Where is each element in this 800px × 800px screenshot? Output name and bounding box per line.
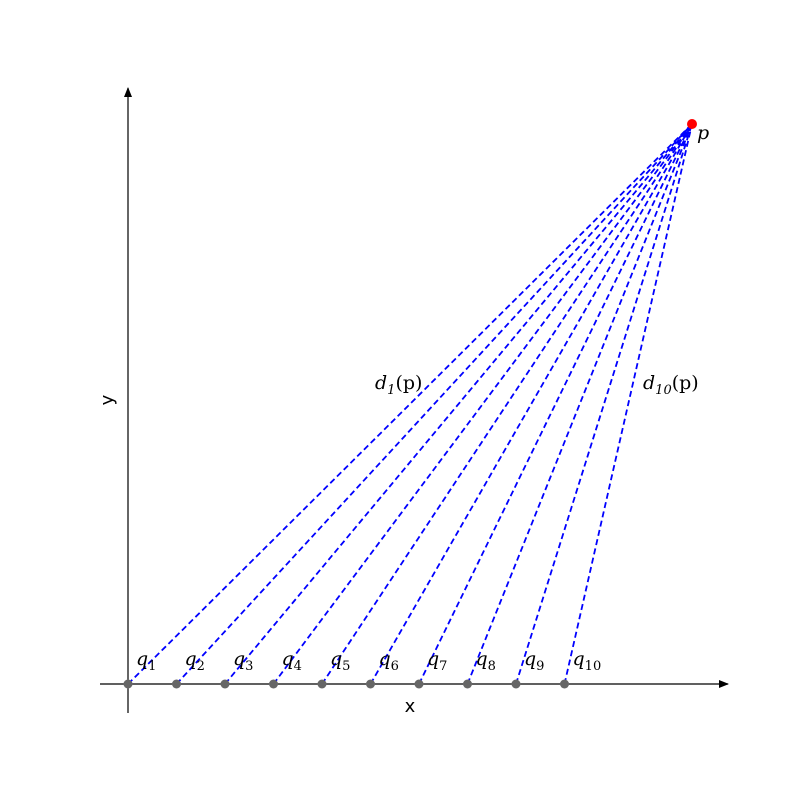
q-label-2: q2 xyxy=(185,648,205,674)
x-axis-label: x xyxy=(405,696,416,717)
distance-label-last: d10(p) xyxy=(643,372,699,398)
distance-line-10 xyxy=(563,123,693,685)
point-q-3 xyxy=(220,679,230,689)
d10-symbol: d xyxy=(643,372,655,394)
q-labels: q1 q2 q3 q4 q5 q6 q7 q8 q9 q10 xyxy=(136,648,601,674)
point-q-10 xyxy=(560,679,569,689)
point-q-7 xyxy=(414,679,424,689)
distance-line-4 xyxy=(272,123,693,685)
point-p xyxy=(687,119,697,129)
distance-line-1 xyxy=(127,123,693,685)
distance-line-8 xyxy=(466,123,693,685)
q-points xyxy=(123,679,569,689)
point-q-6 xyxy=(366,679,375,689)
q-label-3: q3 xyxy=(233,648,253,674)
y-axis-label: y xyxy=(97,394,118,405)
q-label-6: q6 xyxy=(379,648,399,674)
d1-symbol: d xyxy=(375,372,387,394)
q-label-4: q4 xyxy=(282,648,302,674)
q-label-1: q1 xyxy=(136,648,156,674)
point-q-4 xyxy=(269,679,278,689)
point-q-8 xyxy=(463,679,472,689)
q-label-5: q5 xyxy=(330,648,350,674)
point-q-2 xyxy=(172,679,181,689)
distance-line-2 xyxy=(175,123,693,685)
point-p-label: p xyxy=(697,122,709,144)
d10-subscript: 10 xyxy=(655,383,672,398)
distance-line-9 xyxy=(515,123,693,685)
q-label-9: q9 xyxy=(524,648,544,674)
distance-line-7 xyxy=(418,123,693,685)
distance-line-3 xyxy=(224,123,693,685)
q-label-10: q10 xyxy=(573,648,602,674)
distance-label-first: d1(p) xyxy=(375,372,422,398)
q-label-8: q8 xyxy=(476,648,496,674)
q-label-7: q7 xyxy=(427,648,447,674)
point-q-9 xyxy=(511,679,521,689)
d10-arg: (p) xyxy=(672,372,699,394)
distance-lines xyxy=(127,123,693,685)
distance-line-5 xyxy=(321,123,693,685)
distance-line-6 xyxy=(369,123,693,685)
point-q-1 xyxy=(123,679,133,689)
d1-arg: (p) xyxy=(395,372,422,394)
point-q-5 xyxy=(317,679,327,689)
d1-subscript: 1 xyxy=(387,383,395,398)
